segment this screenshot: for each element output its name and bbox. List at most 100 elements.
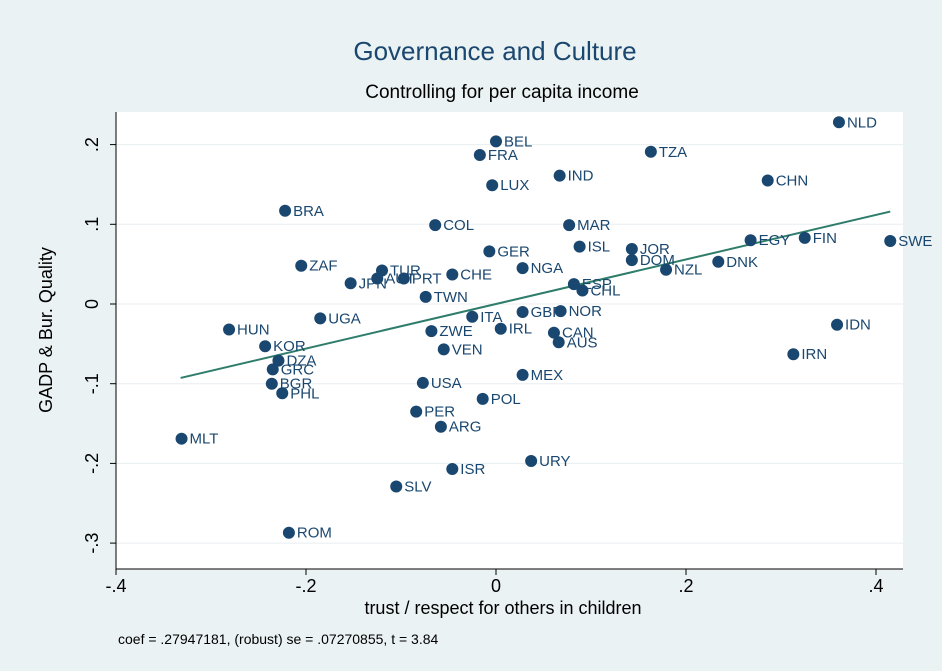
point-label: NZL	[674, 262, 702, 279]
y-tick-label: -.3	[82, 533, 102, 554]
data-point	[282, 526, 295, 539]
point-label: TUR	[390, 263, 421, 280]
data-point	[547, 326, 560, 339]
point-label: BEL	[504, 133, 532, 150]
point-label: DZA	[286, 353, 316, 370]
data-point	[486, 179, 499, 192]
data-point	[425, 325, 438, 338]
data-point	[266, 363, 279, 376]
point-label: EGY	[759, 232, 791, 249]
point-label: BRA	[293, 203, 324, 220]
data-point	[798, 231, 811, 244]
point-label: KOR	[273, 338, 306, 355]
point-label: ARG	[449, 419, 482, 436]
data-point	[554, 305, 567, 318]
data-point	[390, 480, 403, 493]
data-point	[437, 343, 450, 356]
y-tick-label: -.1	[82, 373, 102, 394]
point-label: ZWE	[439, 323, 472, 340]
data-point	[371, 272, 384, 285]
point-label: LUX	[500, 177, 529, 194]
point-label: CHN	[776, 172, 809, 189]
point-label: JPN	[359, 275, 387, 292]
point-label: JOR	[640, 241, 670, 258]
point-label: TZA	[659, 144, 687, 161]
data-point	[644, 145, 657, 158]
data-point	[416, 376, 429, 389]
point-label: ESP	[582, 276, 612, 293]
y-axis-label: GADP & Bur. Quality	[36, 247, 56, 413]
y-tick-label: -.2	[82, 453, 102, 474]
data-point	[761, 174, 774, 187]
point-label: PHL	[290, 385, 319, 402]
data-points: NLD BEL TZA FRA IND CHN LUX BRA COL MAR FIN EGY SWE I…	[175, 114, 932, 542]
point-label: CHL	[590, 282, 620, 299]
point-label: ITA	[480, 309, 502, 326]
data-point	[434, 420, 447, 433]
point-label: USA	[431, 375, 462, 392]
data-point	[494, 322, 507, 335]
data-point	[265, 377, 278, 390]
data-point	[660, 263, 673, 276]
data-point	[787, 348, 800, 361]
point-label: VEN	[452, 341, 483, 358]
data-point	[567, 278, 580, 291]
data-point	[483, 245, 496, 258]
point-label: URY	[539, 453, 570, 470]
point-label: PER	[424, 404, 455, 421]
data-point	[832, 116, 845, 129]
data-point	[573, 240, 586, 253]
data-point	[446, 462, 459, 475]
point-label: POL	[491, 391, 521, 408]
point-label: CHE	[460, 267, 492, 284]
data-point	[625, 243, 638, 256]
data-point	[831, 318, 844, 331]
chart-title: Governance and Culture	[353, 36, 636, 66]
y-tick-label: 0	[82, 299, 102, 309]
y-ticks: -.3 -.2 -.1 0 .1 .2	[82, 137, 116, 554]
data-point	[314, 312, 327, 325]
point-label: SWE	[898, 233, 932, 250]
data-point	[175, 432, 188, 445]
fit-line	[180, 210, 891, 379]
point-label: IND	[568, 168, 594, 185]
data-point	[712, 255, 725, 268]
point-label: NOR	[569, 303, 603, 320]
point-label: IRN	[801, 346, 827, 363]
data-point	[490, 135, 502, 148]
point-label: NGA	[531, 260, 564, 277]
point-label: UGA	[328, 310, 361, 327]
data-point	[344, 277, 357, 290]
data-point	[397, 272, 410, 285]
x-tick-label: -.4	[105, 576, 126, 596]
data-point	[410, 405, 423, 418]
point-label: GBR	[531, 304, 564, 321]
data-point	[884, 235, 897, 248]
point-label: GER	[497, 243, 530, 260]
point-label: AUS	[567, 334, 598, 351]
point-label: PRT	[412, 270, 442, 287]
y-tick-label: .2	[82, 137, 102, 152]
data-point	[429, 219, 442, 232]
data-point	[279, 204, 292, 217]
data-point	[625, 254, 638, 267]
data-point	[476, 392, 489, 405]
data-point	[516, 305, 529, 318]
gridlines	[116, 144, 903, 544]
point-label: FIN	[813, 230, 837, 247]
point-label: IRL	[509, 321, 532, 338]
point-label: IDN	[845, 317, 871, 334]
data-point	[525, 455, 538, 468]
plot-area	[116, 112, 903, 569]
data-point	[516, 368, 529, 381]
point-label: MEX	[531, 367, 564, 384]
data-point	[473, 148, 486, 161]
data-point	[272, 354, 285, 367]
x-tick-label: -.2	[295, 576, 316, 596]
point-label: ZAF	[309, 258, 337, 275]
point-label: SLV	[404, 479, 431, 496]
point-label: NLD	[847, 114, 877, 131]
data-point	[446, 268, 459, 281]
point-label: BGR	[280, 376, 313, 393]
